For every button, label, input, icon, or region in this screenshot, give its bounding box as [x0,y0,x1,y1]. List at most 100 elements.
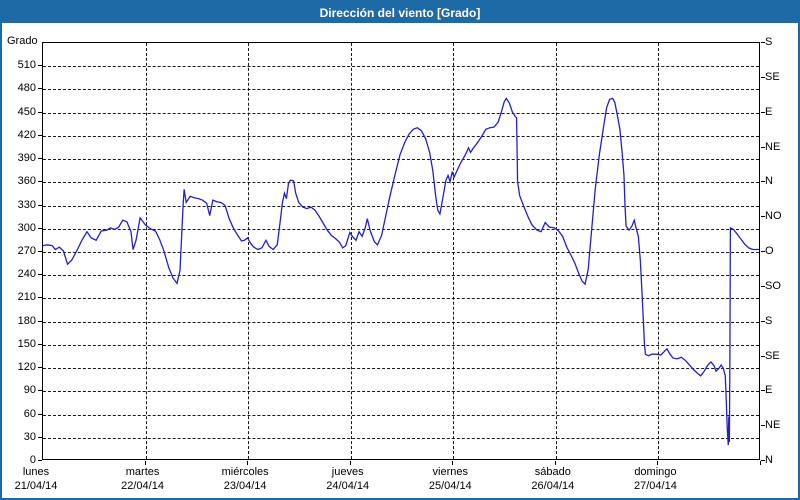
x-axis-day-label: miércoles 23/04/14 [197,465,293,493]
y-axis-tick-label: 180 [17,314,36,327]
chart-title: Dirección del viento [Grado] [319,5,481,20]
h-gridline [43,252,759,253]
x-axis-day-label: viernes 25/04/14 [402,465,498,493]
y-axis-tick [38,460,42,461]
y-axis-tick-label: 90 [23,384,36,397]
y-axis-tick [38,251,42,252]
h-gridline [43,228,759,230]
x-axis-tick [554,461,556,465]
compass-tick-label: N [765,175,773,188]
x-axis-day-label: lunes 21/04/14 [2,465,84,493]
day-name: miércoles [221,466,269,478]
day-name: domingo [634,466,677,478]
h-gridline [43,112,759,114]
v-gridline [350,43,352,459]
day-name: lunes [22,466,50,478]
compass-tick-label: E [765,384,773,397]
day-name: viernes [432,466,469,478]
y-axis-tick [38,134,42,136]
y-axis-tick [38,297,42,299]
y-axis-tick [38,320,42,322]
x-axis-tick [247,461,249,465]
compass-tick-label: NO [765,210,782,223]
x-axis-tick [657,461,659,465]
h-gridline [43,391,759,393]
h-gridline [43,159,759,161]
h-gridline [43,298,759,300]
y-axis-tick-label: 120 [17,361,36,374]
y-axis-tick [38,111,42,113]
h-gridline [43,182,759,184]
compass-tick [761,76,765,78]
y-axis-tick [38,181,42,183]
y-axis-tick [38,367,42,369]
y-axis-tick-label: 450 [17,105,36,118]
y-axis-tick-label: 390 [17,152,36,165]
x-axis-day-label: sábado 26/04/14 [505,465,601,493]
compass-tick [761,251,765,252]
compass-tick [761,42,765,43]
compass-tick-label: S [765,36,773,48]
h-gridline [43,414,759,416]
y-axis-tick-label: 30 [23,430,36,443]
v-gridline [453,43,455,459]
compass-tick-label: O [765,245,774,257]
plot-area [42,42,760,460]
v-gridline [248,43,250,459]
compass-tick [761,460,765,461]
y-axis-tick-label: 210 [17,291,36,304]
x-axis-tick [452,461,454,465]
compass-tick-label: SE [765,70,780,83]
h-gridline [43,89,759,91]
wind-direction-chart [43,97,759,446]
y-axis-tick-label: 60 [23,407,36,420]
h-gridline [43,66,759,68]
v-gridline [555,43,557,459]
y-axis-tick-label: 330 [17,198,36,211]
h-gridline [43,437,759,439]
day-date: 22/04/14 [121,480,164,492]
compass-tick-label: E [765,105,773,118]
x-axis-tick [144,461,146,465]
day-name: martes [125,466,160,478]
day-date: 23/04/14 [223,480,267,492]
title-bar: Dirección del viento [Grado] [2,2,798,23]
compass-tick [761,390,765,392]
x-axis-day-label: domingo 27/04/14 [607,465,703,493]
day-name: sábado [534,466,571,478]
y-axis-tick-label: 150 [17,337,36,350]
compass-tick-label: S [765,314,773,327]
y-axis-tick [38,88,42,90]
compass-tick-label: NE [765,419,781,432]
y-axis-tick [38,65,42,67]
compass-tick [761,285,765,287]
compass-tick [761,111,765,113]
h-gridline [43,205,759,207]
compass-tick [761,320,765,322]
y-axis-tick-label: 300 [17,221,36,234]
compass-tick-label: SO [765,279,781,292]
day-date: 25/04/14 [428,480,472,492]
y-axis-tick-label: 360 [17,175,36,188]
y-axis-tick [38,274,42,276]
h-gridline [43,135,759,137]
day-date: 24/04/14 [326,480,370,492]
y-axis-tick [38,158,42,160]
v-gridline [658,43,660,459]
day-name: jueves [331,466,364,478]
compass-tick-label: SE [765,349,780,362]
day-date: 21/04/14 [14,480,58,492]
y-axis-tick-label: 420 [17,128,36,141]
y-axis-title: Grado [7,35,38,47]
x-axis-day-label: jueves 24/04/14 [300,465,396,493]
x-axis-tick [760,461,761,465]
y-axis-tick [38,436,42,438]
compass-tick [761,425,765,427]
x-axis-tick [349,461,351,465]
y-axis-tick [38,413,42,415]
h-gridline [43,368,759,370]
h-gridline [43,275,759,277]
y-axis-tick [38,390,42,392]
y-axis-tick-label: 240 [17,268,36,281]
